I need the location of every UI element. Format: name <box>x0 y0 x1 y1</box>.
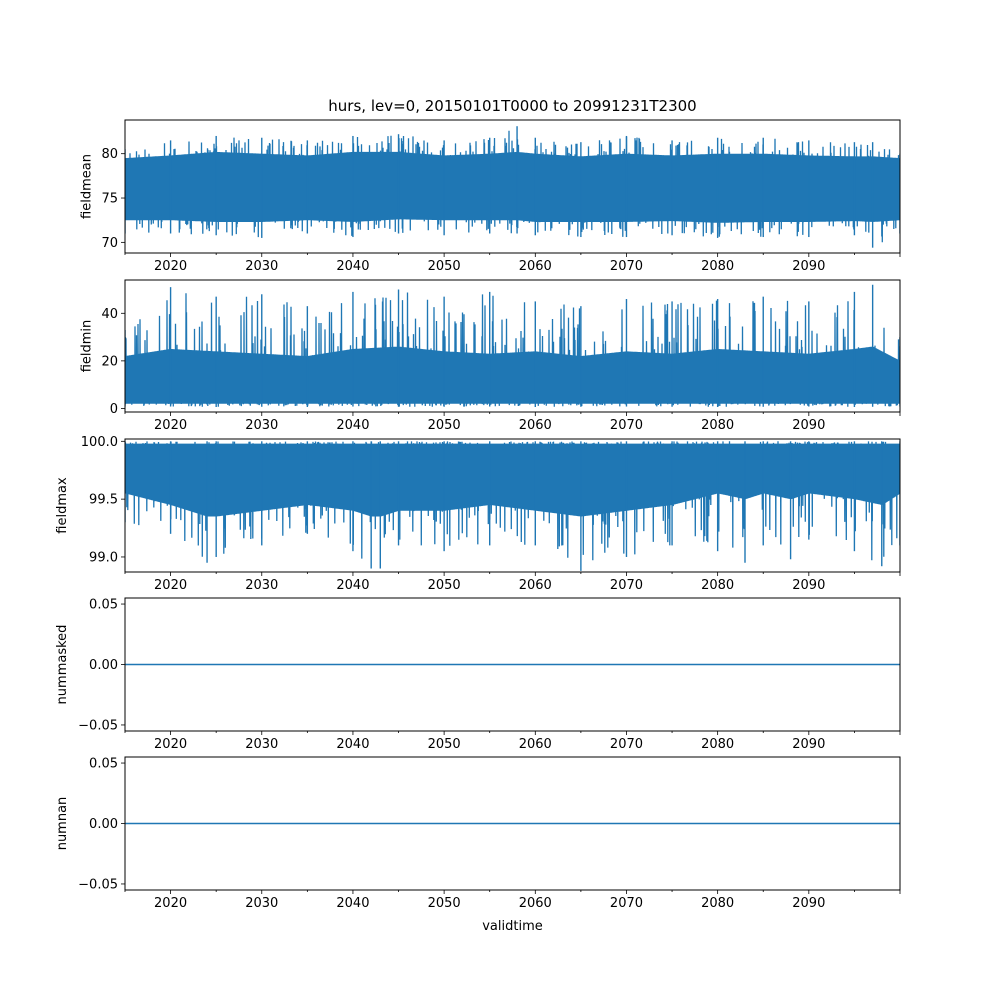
y-tick-label: 70 <box>101 236 118 251</box>
x-tick-label: 2060 <box>519 418 552 433</box>
x-tick-label: 2030 <box>245 259 278 274</box>
x-tick-label: 2060 <box>519 578 552 593</box>
x-tick-label: 2090 <box>792 896 825 911</box>
panel-nummasked: 2020 2030 2040 2050 2060 2070 2080 2090 −0.05 0.0… <box>55 597 901 752</box>
x-tick-label: 2020 <box>154 896 187 911</box>
x-tick-label: 2020 <box>154 259 187 274</box>
y-tick-label: 80 <box>101 147 118 162</box>
panels: 2020 2030 2040 2050 2060 2070 2080 2090707580fi… <box>55 119 901 911</box>
x-tick-label: 2040 <box>336 259 369 274</box>
panel-fieldmean: 2020 2030 2040 2050 2060 2070 2080 2090 70 75 80 fi… <box>80 119 901 274</box>
x-tick-label: 2030 <box>245 418 278 433</box>
x-tick-label: 2070 <box>610 896 643 911</box>
x-tick-label: 2070 <box>610 578 643 593</box>
x-tick-label: 2070 <box>610 737 643 752</box>
x-tick-label: 2030 <box>245 578 278 593</box>
panel-fieldmax: 2020 2030 2040 2050 2060 2070 2080 2090 99.0 99.5… <box>55 435 901 593</box>
x-tick-label: 2030 <box>245 737 278 752</box>
y-tick-label: 100.0 <box>81 435 118 450</box>
x-tick-label: 2060 <box>519 259 552 274</box>
x-tick-label: 2060 <box>519 896 552 911</box>
x-tick-label: 2050 <box>428 418 461 433</box>
panel-numnan: 2020 2030 2040 2050 2060 2070 2080 2090 −0.05 0.0… <box>55 756 901 911</box>
series-fieldmean <box>125 126 900 248</box>
x-tick-label: 2050 <box>428 896 461 911</box>
x-tick-label: 2040 <box>336 578 369 593</box>
y-tick-label: 0.05 <box>89 598 118 613</box>
y-tick-label: 20 <box>101 354 118 369</box>
x-tick-label: 2070 <box>610 259 643 274</box>
x-tick-label: 2040 <box>336 737 369 752</box>
series-line <box>125 441 900 561</box>
x-tick-label: 2040 <box>336 418 369 433</box>
panel-fieldmin: 2020 2030 2040 2050 2060 2070 2080 209002040fie… <box>80 279 901 433</box>
chart-title: hurs, lev=0, 20150101T0000 to 20991231T2… <box>328 97 696 115</box>
x-tick-label: 2090 <box>792 578 825 593</box>
axes-frame <box>124 119 901 254</box>
x-tick-label: 2080 <box>701 896 734 911</box>
y-tick-label: 0.00 <box>89 817 118 832</box>
x-tick-label: 2040 <box>336 896 369 911</box>
y-tick-label: 0.05 <box>89 757 118 772</box>
x-tick-label: 2060 <box>519 737 552 752</box>
x-tick-label: 2050 <box>428 737 461 752</box>
y-tick-label: 75 <box>101 192 118 207</box>
y-tick-label: 0.00 <box>89 658 118 673</box>
x-tick-label: 2070 <box>610 418 643 433</box>
y-tick-label: 99.5 <box>89 493 118 508</box>
series-fieldmax <box>125 441 900 571</box>
y-tick-label: 40 <box>101 307 118 322</box>
x-tick-label: 2020 <box>154 418 187 433</box>
x-axis-label: validtime <box>482 919 543 934</box>
x-tick-label: 2090 <box>792 259 825 274</box>
y-tick-label: −0.05 <box>78 877 118 892</box>
series-fieldmin <box>125 284 900 408</box>
y-axis-label: fieldmax <box>55 477 70 534</box>
x-tick-label: 2050 <box>428 578 461 593</box>
y-tick-label: 99.0 <box>89 550 118 565</box>
x-tick-label: 2020 <box>154 737 187 752</box>
x-tick-label: 2080 <box>701 737 734 752</box>
series-line <box>125 292 900 407</box>
x-tick-label: 2050 <box>428 259 461 274</box>
y-tick-label: 0 <box>110 402 118 417</box>
axes-frame <box>124 279 901 413</box>
y-axis-label: numnan <box>55 797 70 851</box>
y-axis-label: nummasked <box>55 625 70 705</box>
y-axis-label: fieldmin <box>80 320 95 373</box>
axes-frame <box>124 438 901 573</box>
x-tick-label: 2030 <box>245 896 278 911</box>
x-tick-label: 2080 <box>701 259 734 274</box>
x-tick-label: 2080 <box>701 418 734 433</box>
x-tick-label: 2020 <box>154 578 187 593</box>
y-axis-label: fieldmean <box>80 154 95 219</box>
series-line <box>125 130 900 243</box>
x-tick-label: 2080 <box>701 578 734 593</box>
y-tick-label: −0.05 <box>78 718 118 733</box>
x-tick-label: 2090 <box>792 418 825 433</box>
x-tick-label: 2090 <box>792 737 825 752</box>
